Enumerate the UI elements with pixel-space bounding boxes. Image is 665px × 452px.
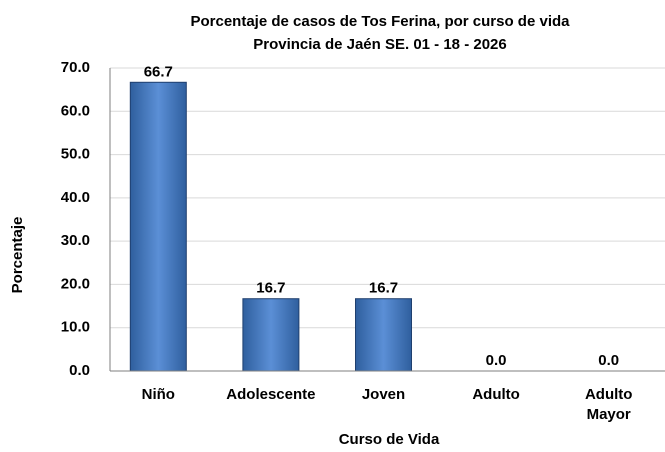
value-label: 16.7	[369, 280, 398, 297]
chart-subtitle: Provincia de Jaén SE. 01 - 18 - 2026	[253, 36, 506, 53]
value-label: 16.7	[256, 280, 285, 297]
y-tick-label: 20.0	[61, 275, 90, 292]
x-tick-label: Adulto	[472, 386, 520, 403]
y-tick-label: 30.0	[61, 232, 90, 249]
x-tick-label: Joven	[361, 386, 406, 403]
y-tick-label: 60.0	[61, 102, 90, 119]
y-tick-label: 0.0	[69, 362, 90, 379]
bar	[242, 298, 300, 372]
y-tick-label: 50.0	[61, 146, 90, 163]
x-tick-label: Adolescente	[226, 386, 316, 403]
value-label: 0.0	[598, 352, 619, 369]
x-tick-label: Adulto Mayor	[584, 386, 633, 423]
y-tick-label: 70.0	[61, 59, 90, 76]
y-tick-label: 10.0	[61, 319, 90, 336]
chart-title: Porcentaje de casos de Tos Ferina, por c…	[190, 13, 570, 30]
x-axis-title: Curso de Vida	[339, 431, 440, 448]
x-tick-label: Niño	[141, 386, 175, 403]
value-label: 0.0	[486, 352, 507, 369]
y-axis-title: Porcentaje	[9, 217, 26, 294]
bar	[129, 81, 187, 372]
bar	[355, 298, 412, 372]
value-label: 66.7	[144, 63, 173, 80]
y-tick-label: 40.0	[61, 189, 90, 206]
